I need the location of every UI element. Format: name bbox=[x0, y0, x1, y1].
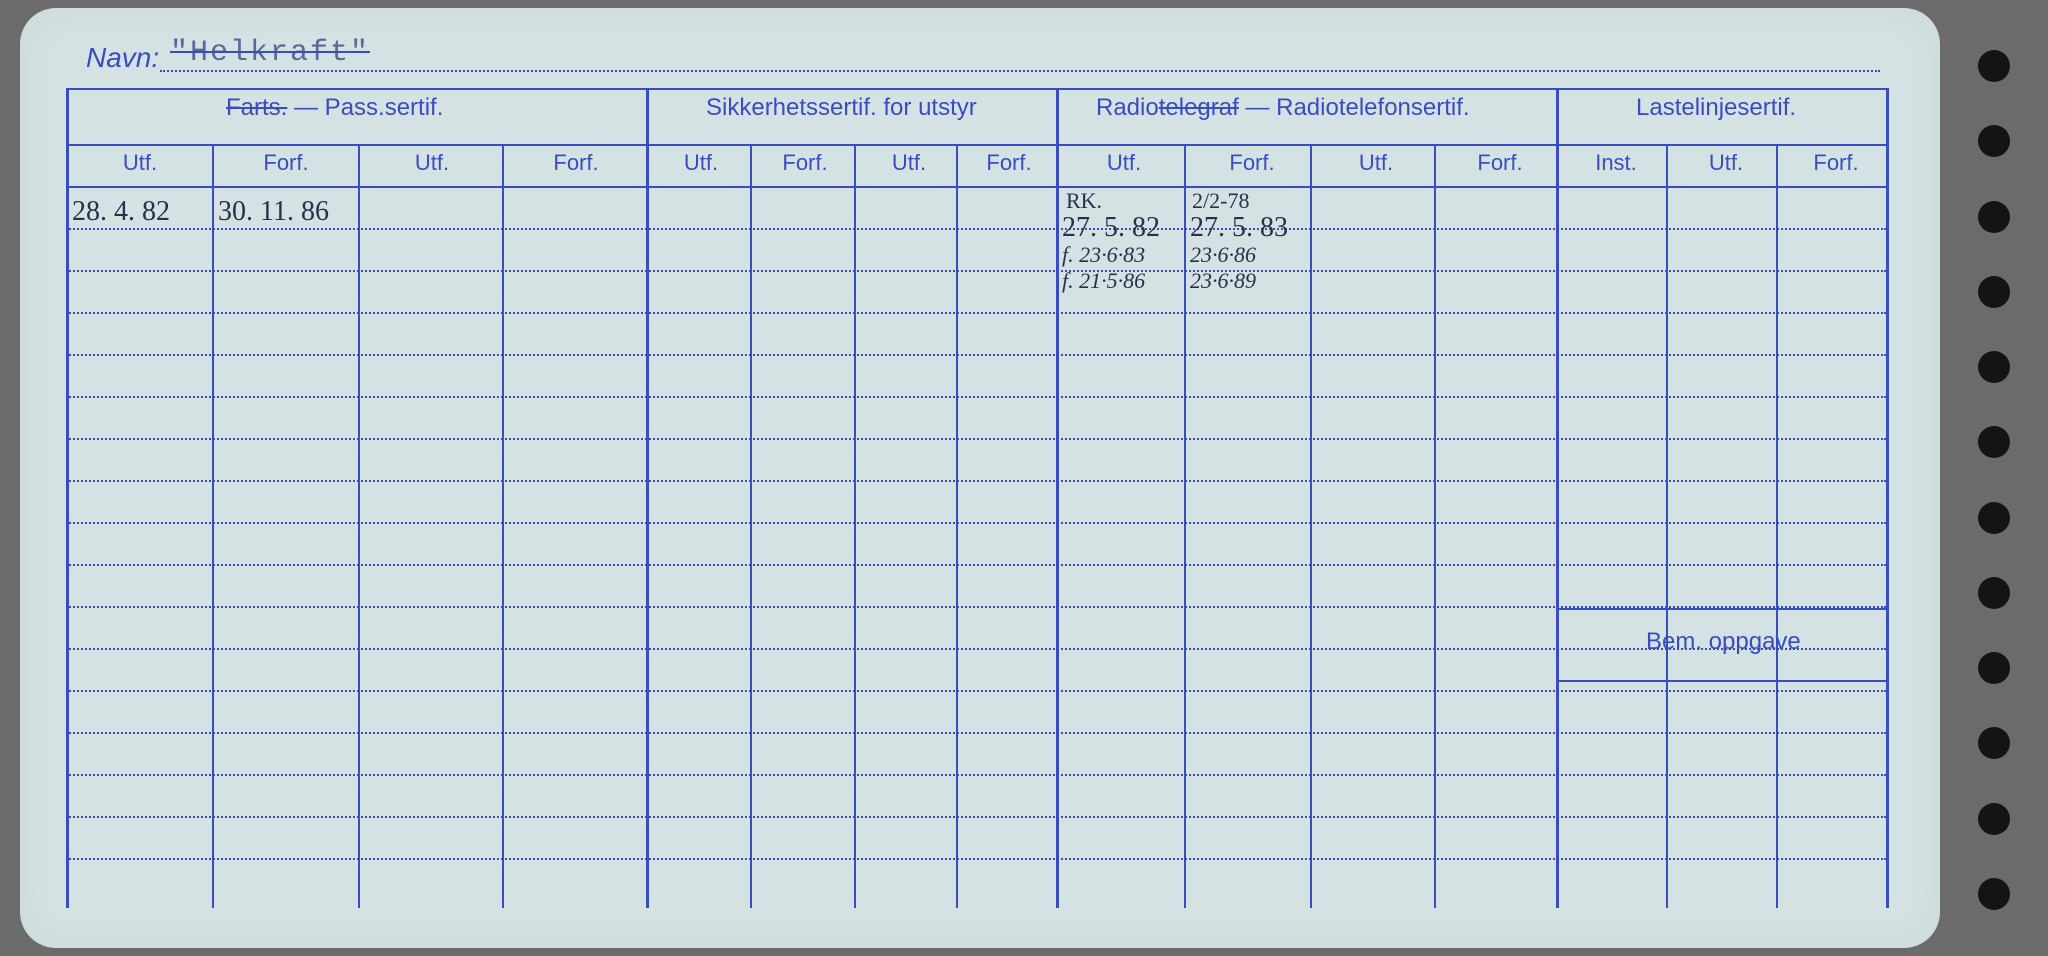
v-rule bbox=[956, 144, 958, 908]
v-rule bbox=[1434, 144, 1436, 908]
h-rule bbox=[66, 858, 1886, 860]
punch-holes bbox=[1964, 50, 2024, 910]
navn-dotted-line bbox=[160, 70, 1880, 72]
col-utf: Utf. bbox=[1074, 150, 1174, 176]
v-rule bbox=[1666, 144, 1668, 908]
punch-hole bbox=[1978, 125, 2010, 157]
cell-radio-forf-1: 27. 5. 83 bbox=[1190, 212, 1288, 244]
punch-hole bbox=[1978, 276, 2010, 308]
index-card: Navn: "Helkraft" bbox=[20, 8, 1940, 948]
strike-text: telegraf bbox=[1159, 94, 1239, 121]
col-utf: Utf. bbox=[1676, 150, 1776, 176]
punch-hole bbox=[1978, 727, 2010, 759]
h-rule bbox=[66, 438, 1886, 440]
punch-hole bbox=[1978, 652, 2010, 684]
v-rule bbox=[1184, 144, 1186, 908]
v-rule bbox=[1886, 88, 1889, 908]
punch-hole bbox=[1978, 426, 2010, 458]
punch-hole bbox=[1978, 577, 2010, 609]
cell-radio-utf-0: RK. bbox=[1066, 188, 1102, 214]
col-forf: Forf. bbox=[526, 150, 626, 176]
title-post: — Radiotelefonsertif. bbox=[1239, 94, 1470, 121]
navn-label: Navn: bbox=[86, 42, 159, 74]
bem-oppgave-label: Bem. oppgave bbox=[1646, 628, 1801, 656]
h-rule bbox=[66, 270, 1886, 272]
h-rule bbox=[66, 816, 1886, 818]
strike-text: Farts. bbox=[226, 94, 287, 121]
v-rule bbox=[854, 144, 856, 908]
h-rule bbox=[66, 690, 1886, 692]
v-rule bbox=[212, 144, 214, 908]
punch-hole bbox=[1978, 502, 2010, 534]
punch-hole bbox=[1978, 803, 2010, 835]
section-laste-title: Lastelinjesertif. bbox=[1636, 94, 1796, 122]
cell-radio-utf-3: f. 21·5·86 bbox=[1062, 268, 1145, 294]
punch-hole bbox=[1978, 878, 2010, 910]
cell-radio-forf-3: 23·6·89 bbox=[1190, 268, 1256, 294]
col-utf: Utf. bbox=[382, 150, 482, 176]
h-rule bbox=[66, 480, 1886, 482]
col-forf: Forf. bbox=[1450, 150, 1550, 176]
v-rule bbox=[750, 144, 752, 908]
col-forf: Forf. bbox=[1786, 150, 1886, 176]
v-rule bbox=[1776, 144, 1778, 908]
col-utf: Utf. bbox=[1326, 150, 1426, 176]
section-sikkerhet-title: Sikkerhetssertif. for utstyr bbox=[706, 94, 977, 122]
col-forf: Forf. bbox=[964, 150, 1054, 176]
certificate-grid: Farts. — Pass.sertif. Sikkerhetssertif. … bbox=[66, 88, 1886, 908]
section-radio-title: Radiotelegraf — Radiotelefonsertif. bbox=[1096, 94, 1470, 122]
v-rule bbox=[1556, 88, 1559, 908]
h-rule bbox=[66, 774, 1886, 776]
punch-hole bbox=[1978, 351, 2010, 383]
cell-radio-forf-2: 23·6·86 bbox=[1190, 242, 1256, 268]
h-rule bbox=[66, 88, 1886, 90]
h-rule bbox=[66, 396, 1886, 398]
h-rule bbox=[66, 228, 1886, 230]
v-rule bbox=[66, 88, 69, 908]
v-rule bbox=[646, 88, 649, 908]
h-rule bbox=[66, 186, 1886, 188]
punch-hole bbox=[1978, 50, 2010, 82]
title-pre: Radio bbox=[1096, 94, 1159, 121]
punch-hole bbox=[1978, 201, 2010, 233]
h-rule bbox=[66, 144, 1886, 146]
h-rule bbox=[66, 354, 1886, 356]
col-utf: Utf. bbox=[90, 150, 190, 176]
col-inst: Inst. bbox=[1566, 150, 1666, 176]
section-farts-title: Farts. — Pass.sertif. bbox=[226, 94, 443, 122]
cell-farts-forf-1: 30. 11. 86 bbox=[218, 196, 329, 228]
navn-value: "Helkraft" bbox=[170, 36, 370, 70]
v-rule bbox=[358, 144, 360, 908]
col-forf: Forf. bbox=[236, 150, 336, 176]
title-rest: — Pass.sertif. bbox=[287, 94, 443, 121]
col-utf: Utf. bbox=[656, 150, 746, 176]
h-rule bbox=[66, 732, 1886, 734]
v-rule bbox=[1056, 88, 1059, 908]
cell-radio-utf-2: f. 23·6·83 bbox=[1062, 242, 1145, 268]
h-rule bbox=[66, 522, 1886, 524]
cell-radio-utf-1: 27. 5. 82 bbox=[1062, 212, 1160, 244]
v-rule bbox=[1310, 144, 1312, 908]
v-rule bbox=[502, 144, 504, 908]
h-rule bbox=[66, 312, 1886, 314]
cell-radio-forf-0: 2/2-78 bbox=[1192, 188, 1249, 214]
col-utf: Utf. bbox=[864, 150, 954, 176]
h-rule bbox=[66, 564, 1886, 566]
col-forf: Forf. bbox=[760, 150, 850, 176]
cell-farts-utf-1: 28. 4. 82 bbox=[72, 196, 170, 228]
col-forf: Forf. bbox=[1202, 150, 1302, 176]
